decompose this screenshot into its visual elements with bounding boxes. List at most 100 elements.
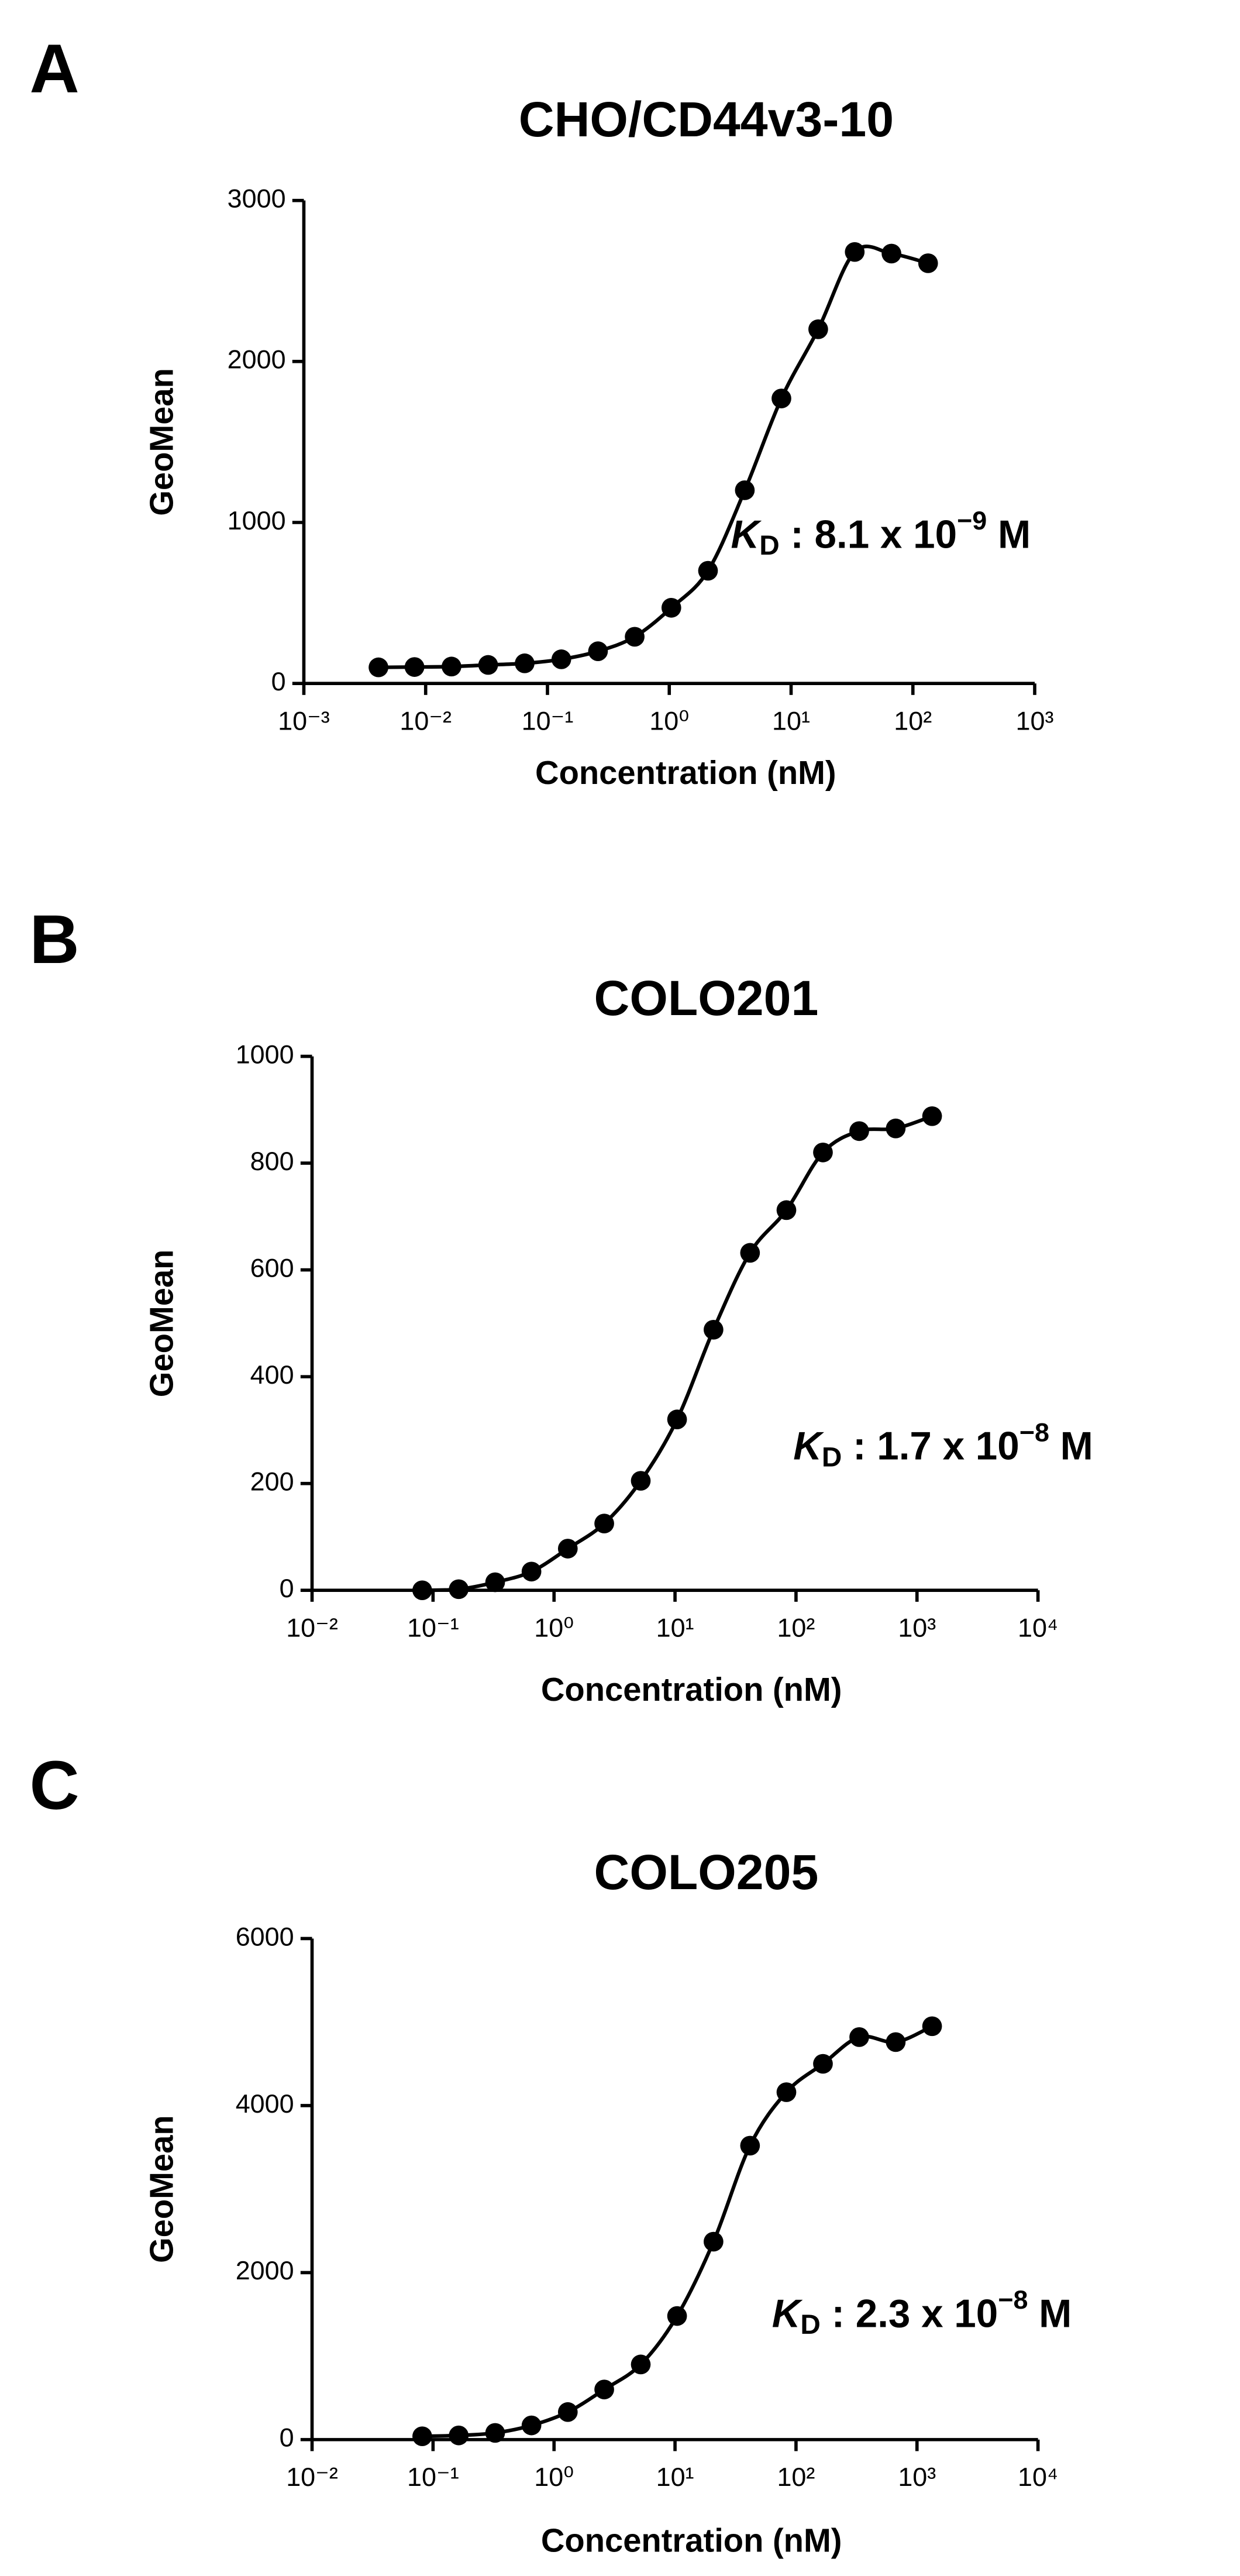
kd-text: : 2.3 x 10 [821, 2292, 998, 2336]
data-point [667, 2306, 687, 2326]
y-tick-label: 2000 [236, 2255, 294, 2285]
fit-curve [422, 1114, 933, 1593]
chart-title: CHO/CD44v3-10 [519, 92, 894, 147]
x-tick-label: 10³ [898, 1612, 936, 1642]
x-tick-label: 10¹ [772, 706, 810, 735]
chart-title: COLO201 [594, 971, 819, 1026]
data-point [478, 655, 498, 675]
y-tick-label: 600 [250, 1253, 294, 1282]
y-tick-label: 1000 [236, 1039, 294, 1069]
x-tick-label: 10⁴ [1018, 1612, 1058, 1642]
data-point [698, 560, 718, 581]
data-point [485, 1572, 505, 1593]
x-tick-label: 10⁰ [534, 1612, 574, 1642]
data-point [849, 2027, 869, 2047]
data-point [740, 1243, 760, 1263]
data-point [845, 242, 865, 262]
fit-curve [378, 245, 929, 669]
kd-subscript: D [759, 530, 779, 561]
x-tick-label: 10⁻¹ [522, 706, 574, 735]
data-point [449, 1579, 469, 1600]
kd-text: : 1.7 x 10 [842, 1424, 1019, 1468]
kd-superscript: −8 [1019, 1417, 1049, 1447]
data-point [404, 657, 425, 677]
x-tick-label: 10⁴ [1018, 2462, 1058, 2492]
data-point [735, 480, 755, 500]
data-point [412, 2426, 432, 2447]
data-point [881, 243, 901, 264]
y-tick-label: 3000 [228, 183, 286, 213]
x-axis-label: Concentration (nM) [535, 754, 836, 791]
x-axis-label: Concentration (nM) [541, 1671, 842, 1708]
x-tick-label: 10³ [1016, 706, 1054, 735]
x-tick-label: 10⁻¹ [407, 2462, 459, 2492]
fit-curve [422, 2024, 933, 2439]
y-tick-label: 0 [280, 2423, 294, 2453]
data-point [551, 649, 571, 669]
y-tick-label: 1000 [228, 505, 286, 535]
data-point [631, 2354, 651, 2375]
y-tick-label: 6000 [236, 1921, 294, 1951]
kd-annotation: KD : 1.7 x 10−8 M [793, 1417, 1093, 1473]
data-point [704, 1319, 724, 1340]
x-tick-label: 10⁻³ [278, 706, 330, 735]
data-point [412, 1580, 432, 1601]
kd-unit: M [1028, 2292, 1072, 2336]
y-tick-label: 0 [280, 1573, 294, 1603]
data-point [808, 319, 828, 339]
kd-annotation: KD : 2.3 x 10−8 M [772, 2285, 1072, 2340]
kd-unit: M [1049, 1424, 1093, 1468]
kd-symbol: K [772, 2292, 803, 2336]
x-axis-label: Concentration (nM) [541, 2522, 842, 2559]
data-point [776, 2082, 797, 2102]
y-tick-label: 400 [250, 1360, 294, 1390]
x-tick-label: 10² [777, 2462, 815, 2492]
x-tick-label: 10² [777, 1612, 815, 1642]
data-point [594, 2379, 614, 2400]
kd-unit: M [987, 513, 1031, 556]
kd-annotation: KD : 8.1 x 10−9 M [731, 505, 1031, 561]
data-point [922, 1106, 942, 1126]
y-tick-label: 2000 [228, 345, 286, 374]
panel-letter: A [30, 30, 80, 107]
data-point [886, 2032, 906, 2052]
data-point [849, 1121, 869, 1141]
data-point [771, 388, 791, 408]
y-tick-label: 200 [250, 1467, 294, 1497]
y-tick-label: 800 [250, 1146, 294, 1176]
x-tick-label: 10⁰ [649, 706, 689, 735]
data-point [449, 2425, 469, 2446]
x-tick-label: 10³ [898, 2462, 936, 2492]
kd-symbol: K [731, 513, 762, 556]
data-point [442, 656, 461, 677]
panel-letter: C [30, 1746, 80, 1824]
data-point [521, 2415, 542, 2436]
chart-title: COLO205 [594, 1845, 819, 1900]
data-point [704, 2231, 724, 2252]
data-point [368, 657, 388, 677]
kd-symbol: K [793, 1424, 824, 1468]
kd-subscript: D [822, 1442, 842, 1473]
x-tick-label: 10² [894, 706, 932, 735]
data-point [886, 1118, 906, 1139]
x-tick-label: 10⁻² [286, 1612, 338, 1642]
data-point [667, 1409, 687, 1429]
data-point [594, 1514, 614, 1533]
data-point [813, 2054, 833, 2074]
x-tick-label: 10¹ [656, 1612, 694, 1642]
panel-letter: B [30, 900, 80, 978]
data-point [557, 1539, 578, 1559]
data-point [776, 1200, 797, 1220]
kd-superscript: −8 [998, 2285, 1028, 2314]
x-tick-label: 10⁻¹ [407, 1612, 459, 1642]
y-tick-label: 0 [271, 666, 286, 696]
data-point [625, 627, 645, 647]
data-point [557, 2402, 578, 2422]
x-tick-label: 10⁰ [534, 2462, 574, 2492]
data-point [521, 1562, 542, 1582]
x-tick-label: 10⁻² [399, 706, 452, 735]
y-axis-label: GeoMean [143, 2115, 180, 2263]
data-point [515, 653, 535, 673]
data-point [918, 253, 938, 273]
